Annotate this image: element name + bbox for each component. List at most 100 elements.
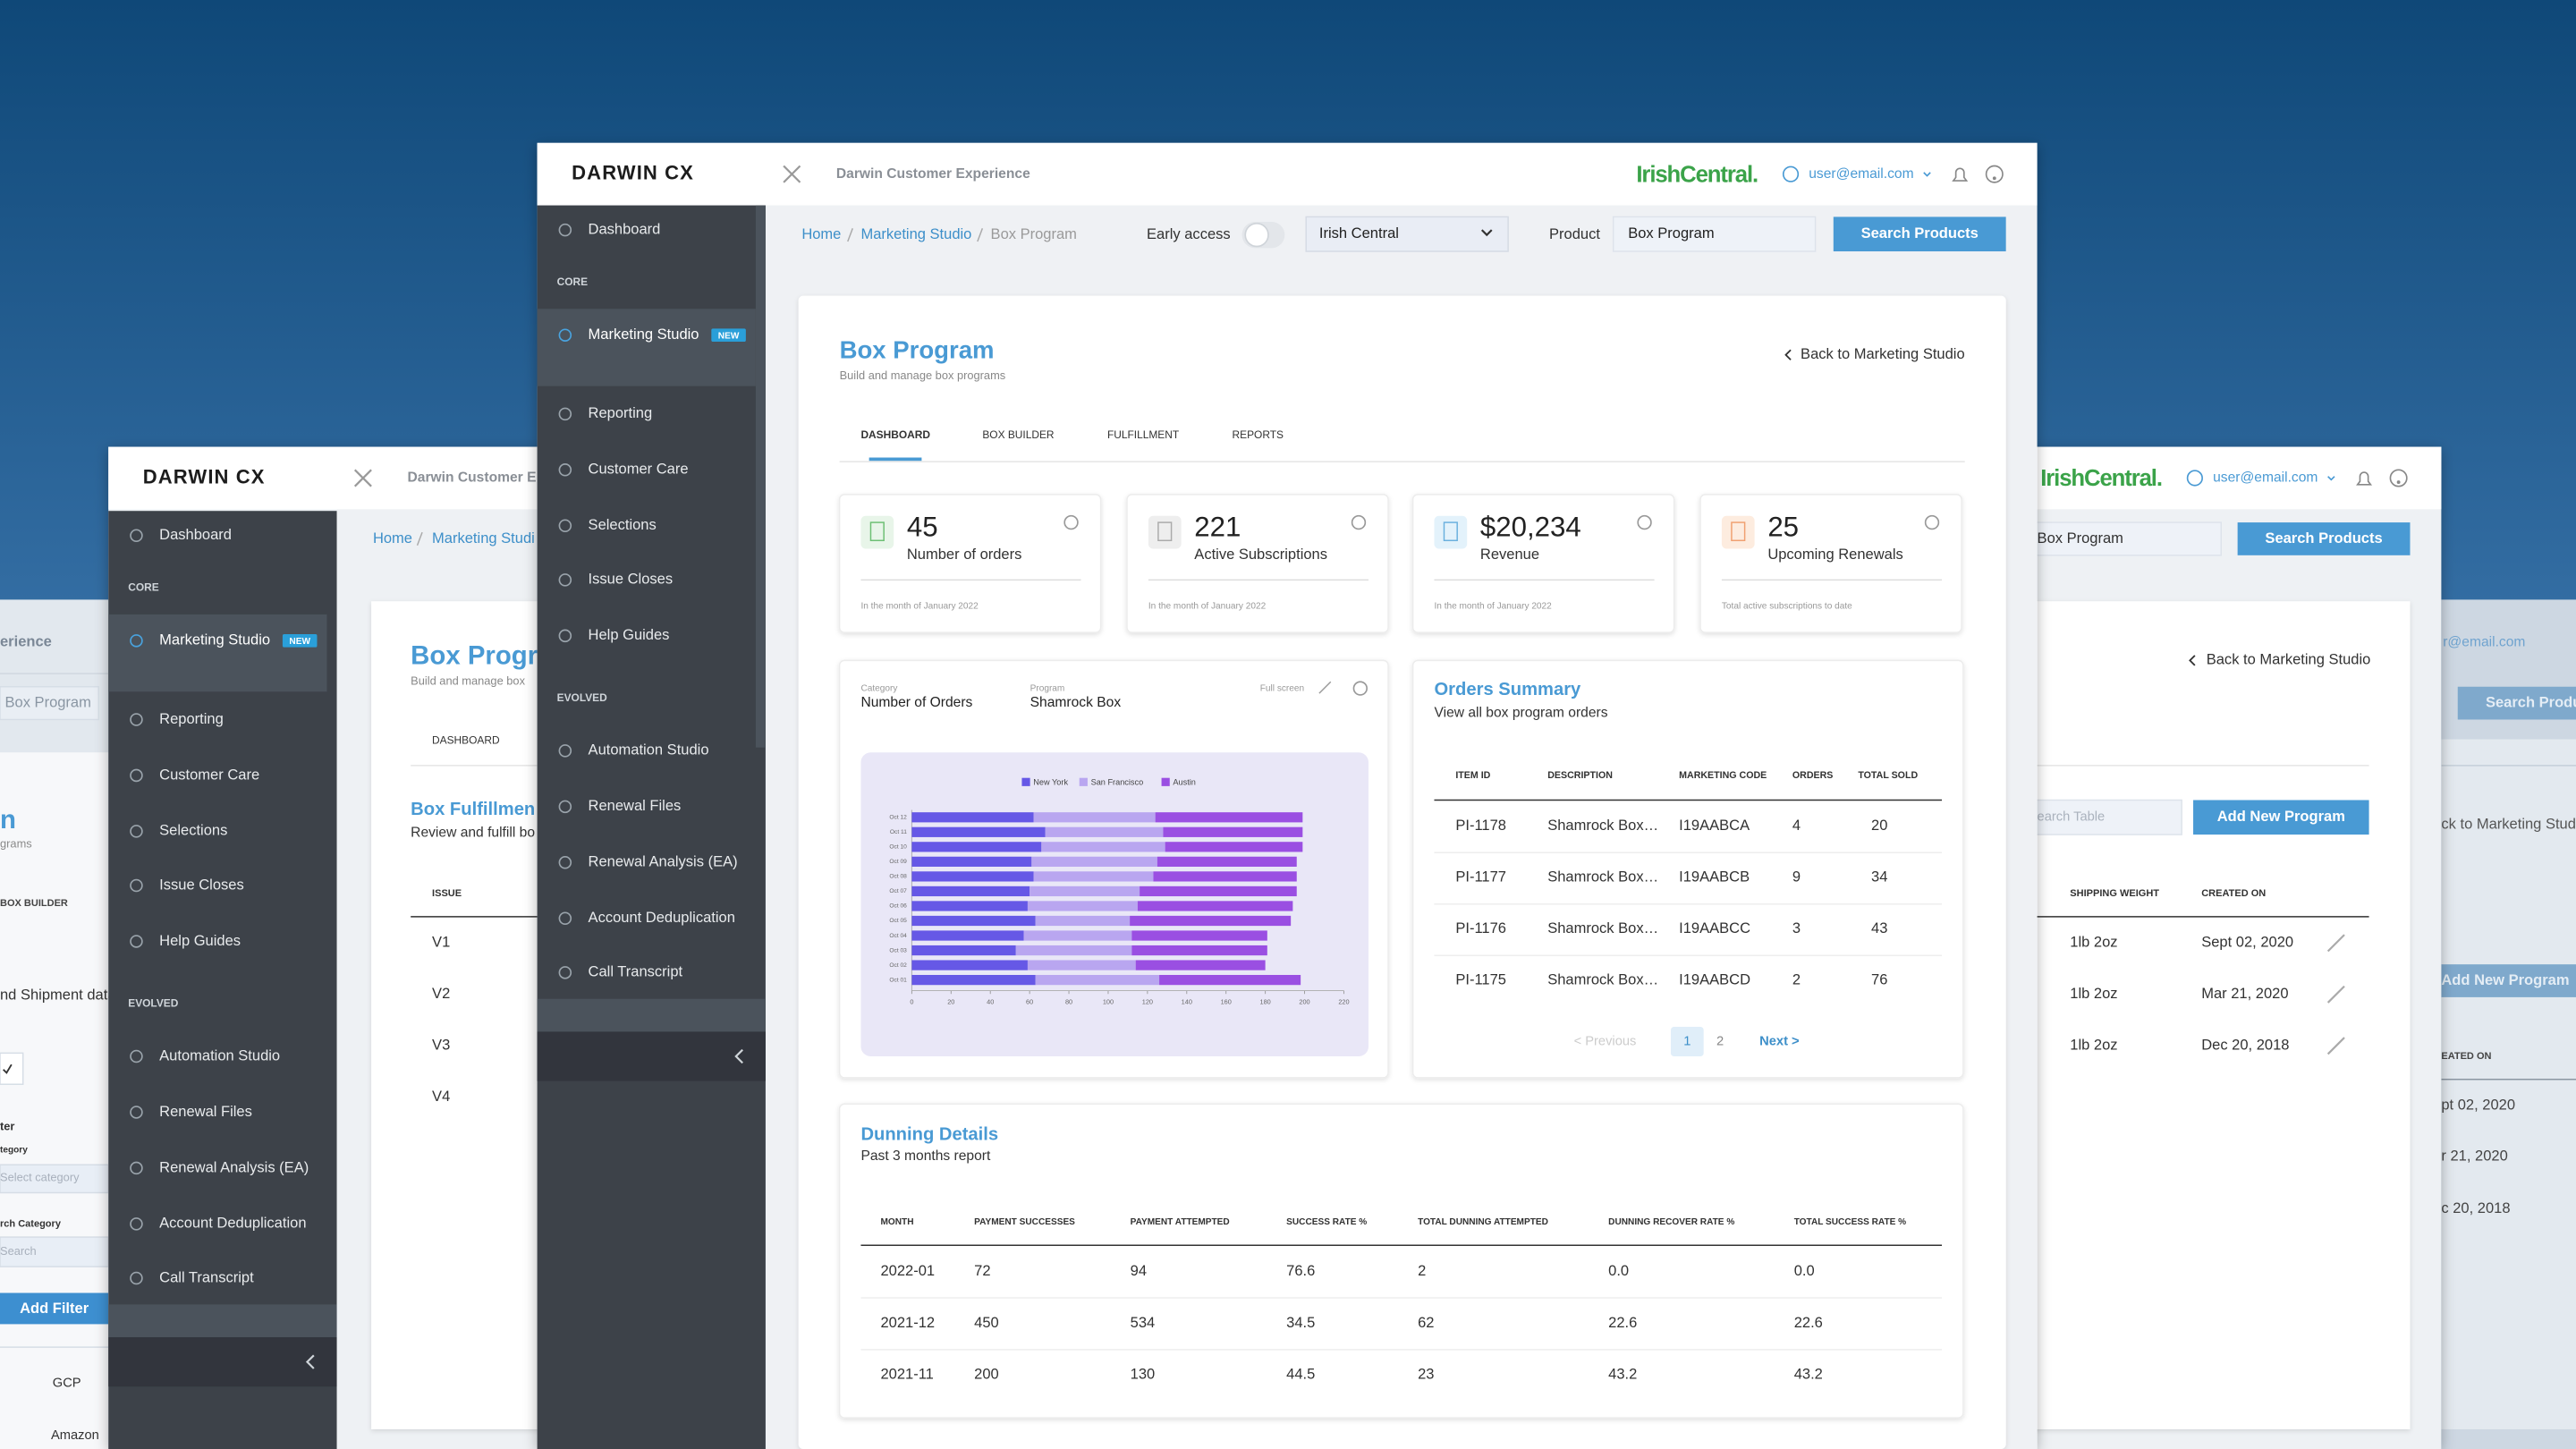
bell-icon[interactable] bbox=[1952, 167, 1969, 182]
input[interactable] bbox=[0, 1164, 109, 1194]
bell-icon[interactable] bbox=[2356, 471, 2373, 486]
y-tick-label: Oct 06 bbox=[889, 903, 907, 910]
nav-item[interactable]: Automation Studio bbox=[589, 741, 709, 758]
pagination-next[interactable]: Next > bbox=[1759, 1034, 1800, 1048]
table-cell: Dec 20, 2018 bbox=[2201, 1037, 2289, 1054]
input[interactable] bbox=[1612, 216, 1817, 252]
search-input[interactable] bbox=[2031, 799, 2182, 835]
bar-segment bbox=[1130, 915, 1292, 927]
breadcrumb[interactable]: Home bbox=[373, 530, 412, 547]
nav-item[interactable]: Issue Closes bbox=[589, 571, 674, 588]
bar-segment bbox=[1157, 856, 1297, 867]
table-cell: V1 bbox=[432, 934, 450, 951]
collapse-bar[interactable] bbox=[537, 1031, 766, 1081]
nav-item[interactable]: Help Guides bbox=[589, 626, 670, 643]
stat-label: Number of orders bbox=[907, 546, 1022, 563]
badge-text: NEW bbox=[289, 637, 310, 647]
tab[interactable]: BOX BUILDER bbox=[982, 428, 1055, 441]
bar-segment bbox=[911, 812, 1034, 823]
breadcrumb[interactable]: Home bbox=[801, 225, 841, 242]
tab[interactable]: DASHBOARD bbox=[432, 734, 500, 747]
pagination-page[interactable]: 1 bbox=[1683, 1034, 1690, 1048]
nav-item[interactable]: Renewal Analysis (EA) bbox=[159, 1158, 309, 1175]
text-fragment[interactable]: Add Filter bbox=[20, 1300, 89, 1317]
nav-item[interactable]: Call Transcript bbox=[159, 1268, 254, 1285]
check-icon bbox=[3, 1063, 13, 1074]
nav-item[interactable]: Reporting bbox=[589, 404, 653, 421]
button-text[interactable]: Add New Program bbox=[2217, 808, 2345, 825]
collapse-arrow bbox=[305, 1354, 315, 1369]
nav-item[interactable]: Renewal Files bbox=[589, 797, 682, 814]
nav-item[interactable]: Automation Studio bbox=[159, 1046, 280, 1063]
nav-item[interactable]: Customer Care bbox=[589, 461, 689, 478]
text-fragment[interactable]: Add New Program bbox=[2441, 971, 2569, 988]
pagination-page[interactable]: 2 bbox=[1716, 1034, 1724, 1048]
input[interactable] bbox=[2031, 521, 2222, 556]
card-subtitle: Past 3 months report bbox=[860, 1148, 991, 1164]
table-cell: 2 bbox=[1418, 1262, 1426, 1279]
app-name: Darwin Customer E bbox=[408, 470, 537, 486]
nav-item[interactable]: Issue Closes bbox=[159, 876, 244, 893]
nav-item[interactable]: Marketing Studio bbox=[589, 326, 699, 343]
table-cell: 22.6 bbox=[1608, 1314, 1637, 1331]
tab[interactable]: DASHBOARD bbox=[860, 428, 930, 441]
text-fragment: tegory bbox=[0, 1145, 28, 1155]
stat-icon-glyph bbox=[869, 521, 885, 542]
nav-item[interactable]: Account Deduplication bbox=[589, 909, 735, 926]
nav-item[interactable]: Selections bbox=[159, 822, 227, 839]
table-cell: 4 bbox=[1792, 817, 1801, 834]
nav-item[interactable]: Customer Care bbox=[159, 766, 259, 783]
full-screen-link[interactable]: Full screen bbox=[1260, 683, 1304, 693]
button-text[interactable]: Search Products bbox=[1861, 225, 1979, 242]
button[interactable] bbox=[0, 1292, 109, 1325]
input[interactable] bbox=[0, 1236, 109, 1267]
breadcrumb-sep bbox=[416, 531, 423, 547]
breadcrumb[interactable]: Marketing Studio bbox=[860, 225, 971, 242]
filter-value: Number of Orders bbox=[860, 695, 972, 710]
nav-item[interactable]: Selections bbox=[589, 516, 657, 533]
nav-item[interactable]: Renewal Analysis (EA) bbox=[589, 853, 738, 870]
collapse-bar[interactable] bbox=[108, 1337, 337, 1387]
text-fragment: ck to Marketing Stud bbox=[2441, 815, 2576, 832]
y-tick-label: Oct 05 bbox=[889, 918, 907, 924]
nav-icon bbox=[130, 1217, 143, 1231]
stat-icon bbox=[1148, 515, 1182, 549]
button-text[interactable]: Search Products bbox=[2265, 530, 2382, 547]
button[interactable] bbox=[1833, 216, 2006, 252]
button[interactable] bbox=[2457, 686, 2576, 720]
dunning-card bbox=[838, 1103, 1964, 1419]
nav-item[interactable]: Marketing Studio bbox=[159, 631, 270, 648]
sidebar bbox=[537, 205, 766, 1449]
tab[interactable]: FULFILLMENT bbox=[1107, 428, 1180, 441]
bar-chart: New York San Francisco Austin 0 20 40 60 80 100 1… bbox=[889, 778, 1349, 1006]
input[interactable] bbox=[0, 686, 99, 721]
dropdown[interactable] bbox=[0, 1052, 24, 1085]
button[interactable] bbox=[2237, 522, 2411, 555]
tab[interactable]: REPORTS bbox=[1233, 428, 1284, 441]
user-email[interactable]: user@email.com bbox=[1809, 166, 1913, 182]
bar-segment bbox=[1035, 915, 1131, 927]
dropdown[interactable] bbox=[1305, 216, 1509, 252]
nav-item[interactable]: Dashboard bbox=[589, 221, 661, 238]
nav-item[interactable]: Call Transcript bbox=[589, 963, 683, 980]
nav-item[interactable]: Help Guides bbox=[159, 932, 241, 949]
nav-item[interactable]: Renewal Files bbox=[159, 1103, 252, 1120]
breadcrumb: Box Program bbox=[991, 225, 1077, 242]
stat-label: Active Subscriptions bbox=[1194, 546, 1327, 563]
button[interactable] bbox=[2428, 964, 2576, 997]
nav-item[interactable]: Reporting bbox=[159, 710, 224, 727]
breadcrumb[interactable]: Marketing Studi bbox=[432, 530, 535, 547]
back-link[interactable]: Back to Marketing Studio bbox=[2207, 651, 2371, 668]
bar-segment bbox=[1041, 842, 1165, 852]
button[interactable] bbox=[2193, 800, 2369, 835]
nav-item[interactable]: Account Deduplication bbox=[159, 1215, 306, 1232]
user-email[interactable]: user@email.com bbox=[2213, 470, 2318, 486]
back-link[interactable]: Back to Marketing Studio bbox=[1801, 345, 1965, 362]
chevron bbox=[1923, 172, 1931, 177]
x-tick-label: 120 bbox=[1142, 997, 1153, 1005]
pagination-current[interactable] bbox=[1670, 1026, 1704, 1057]
text-fragment[interactable]: Search Produ bbox=[2486, 693, 2576, 710]
table-header: DUNNING RECOVER RATE % bbox=[1608, 1217, 1734, 1227]
dropdown-value: Irish Central bbox=[1319, 225, 1399, 242]
nav-item[interactable]: Dashboard bbox=[159, 526, 232, 543]
